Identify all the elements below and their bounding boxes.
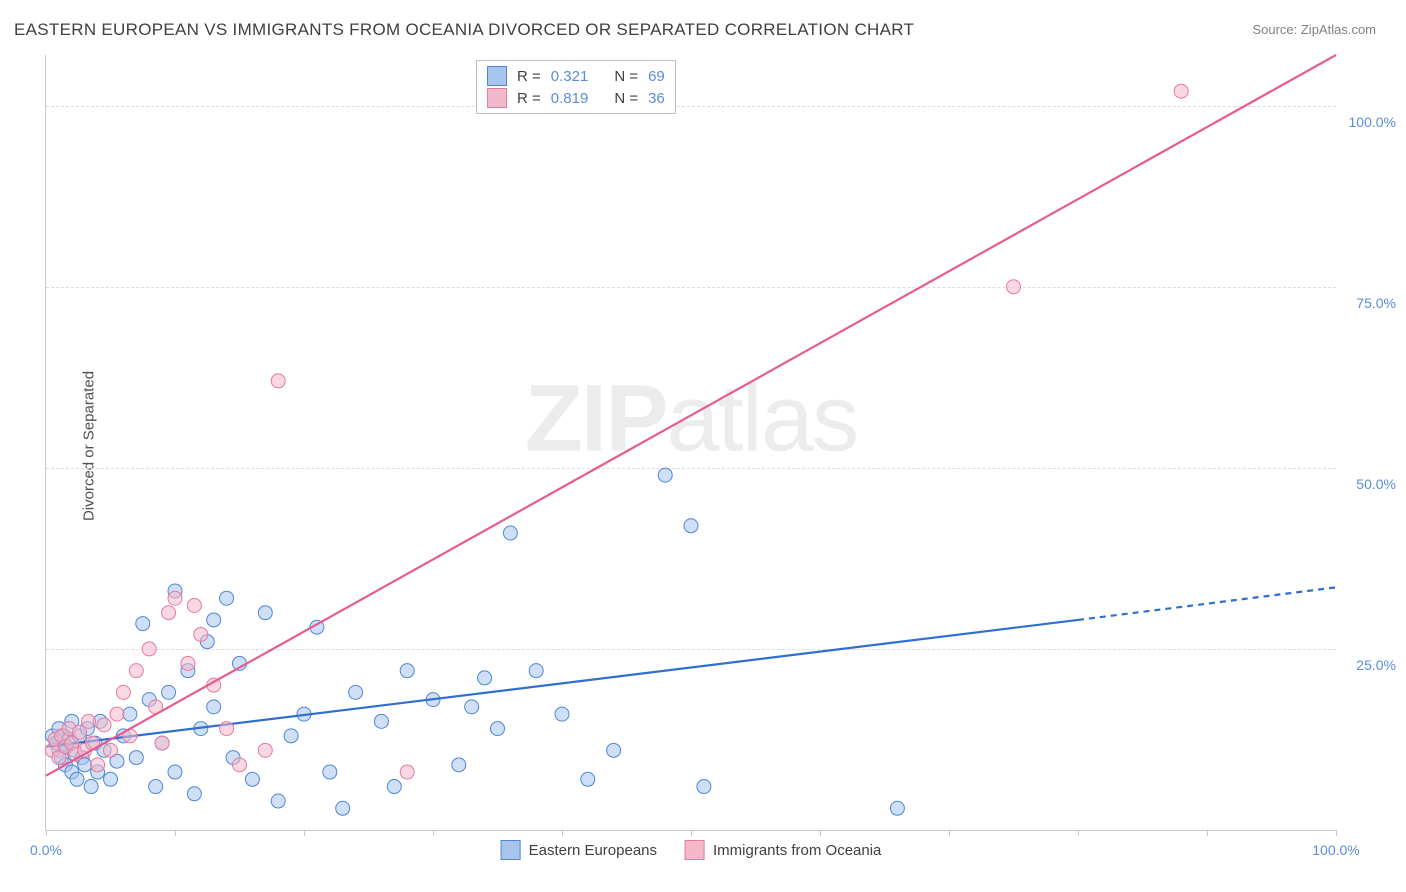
scatter-point [181,656,195,670]
scatter-point [1007,280,1021,294]
scatter-point [400,765,414,779]
scatter-point [284,729,298,743]
x-tick-mark [1078,830,1079,836]
plot-area: ZIPatlas 25.0%50.0%75.0%100.0% R =0.321N… [45,55,1336,831]
y-tick-label: 50.0% [1356,476,1396,492]
scatter-point [149,780,163,794]
scatter-point [194,627,208,641]
scatter-point [110,707,124,721]
legend-bottom-item: Immigrants from Oceania [685,840,881,860]
scatter-point [349,685,363,699]
scatter-point [187,787,201,801]
scatter-point [271,374,285,388]
scatter-point [116,685,130,699]
scatter-point [162,606,176,620]
legend-swatch [501,840,521,860]
scatter-point [162,685,176,699]
scatter-point [658,468,672,482]
x-tick-mark [304,830,305,836]
scatter-point [155,736,169,750]
scatter-point [387,780,401,794]
scatter-point [491,722,505,736]
x-tick-mark [949,830,950,836]
scatter-point [91,758,105,772]
scatter-point [220,591,234,605]
scatter-point [697,780,711,794]
legend-bottom-item: Eastern Europeans [501,840,657,860]
x-tick-label: 0.0% [30,842,62,858]
scatter-point [890,801,904,815]
scatter-point [123,707,137,721]
scatter-point [452,758,466,772]
x-tick-mark [1336,830,1337,836]
x-tick-mark [175,830,176,836]
regression-line-dashed [1078,587,1336,620]
scatter-point [503,526,517,540]
scatter-point [258,606,272,620]
scatter-point [1174,84,1188,98]
scatter-point [258,743,272,757]
y-tick-label: 25.0% [1356,657,1396,673]
scatter-point [207,700,221,714]
y-tick-label: 75.0% [1356,295,1396,311]
scatter-point [271,794,285,808]
scatter-point [581,772,595,786]
scatter-point [465,700,479,714]
legend-series-label: Eastern Europeans [529,842,657,859]
y-tick-label: 100.0% [1349,114,1396,130]
scatter-point [684,519,698,533]
scatter-point [555,707,569,721]
scatter-point [245,772,259,786]
scatter-point [70,772,84,786]
x-tick-mark [1207,830,1208,836]
chart-title: EASTERN EUROPEAN VS IMMIGRANTS FROM OCEA… [14,20,914,40]
x-tick-mark [562,830,563,836]
scatter-point [104,743,118,757]
scatter-point [84,780,98,794]
scatter-point [168,591,182,605]
scatter-point [129,664,143,678]
scatter-point [374,714,388,728]
legend-swatch [685,840,705,860]
scatter-point [400,664,414,678]
scatter-point [142,642,156,656]
scatter-point [168,765,182,779]
scatter-point [82,714,96,728]
scatter-point [529,664,543,678]
scatter-point [323,765,337,779]
scatter-point [220,722,234,736]
scatter-point [336,801,350,815]
scatter-point [104,772,118,786]
scatter-point [607,743,621,757]
source-label: Source: ZipAtlas.com [1252,22,1376,37]
scatter-point [187,598,201,612]
x-tick-mark [820,830,821,836]
legend-bottom: Eastern Europeans Immigrants from Oceania [501,840,882,860]
scatter-svg [46,55,1336,830]
scatter-point [478,671,492,685]
scatter-point [207,613,221,627]
scatter-point [233,758,247,772]
legend-series-label: Immigrants from Oceania [713,842,881,859]
scatter-point [129,751,143,765]
x-tick-mark [433,830,434,836]
scatter-point [136,617,150,631]
x-tick-label: 100.0% [1312,842,1359,858]
scatter-point [97,718,111,732]
x-tick-mark [691,830,692,836]
x-tick-mark [46,830,47,836]
